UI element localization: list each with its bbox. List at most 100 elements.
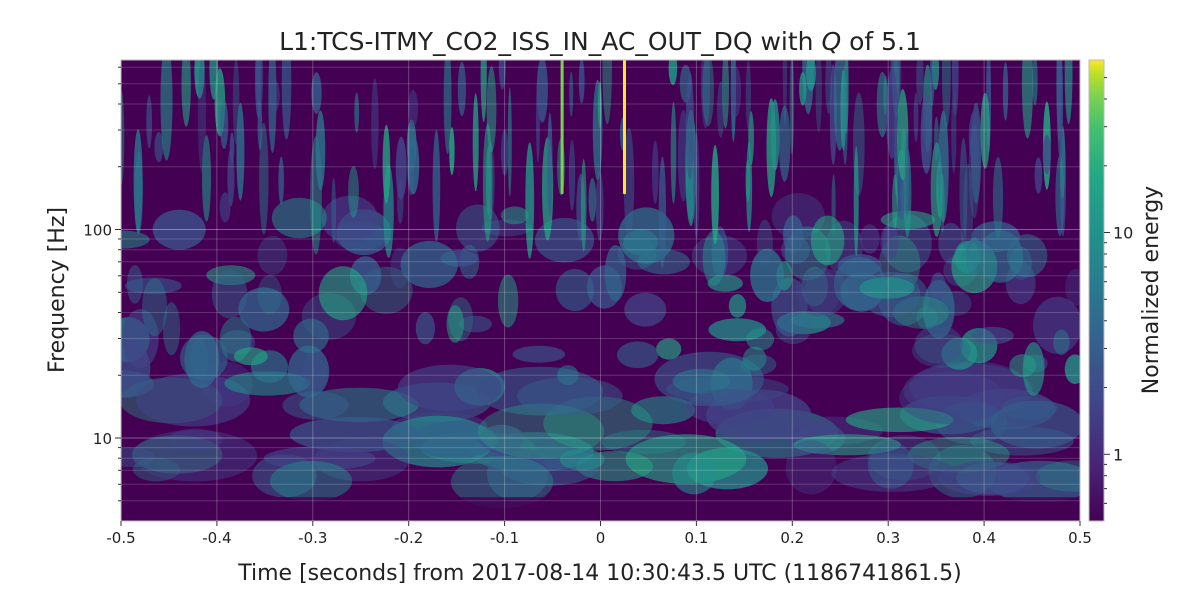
heat-streak	[449, 127, 455, 176]
heat-streak	[536, 76, 540, 163]
heat-streak	[920, 95, 933, 174]
heat-blob	[555, 268, 595, 312]
heat-streak	[952, 60, 959, 116]
heat-streak	[746, 141, 753, 233]
heat-blob	[935, 402, 1008, 445]
heat-streak	[202, 135, 211, 222]
heat-streak	[602, 60, 612, 125]
heat-blob	[783, 215, 804, 255]
plot-area	[120, 59, 1081, 522]
heat-blob	[415, 312, 435, 345]
heat-streak	[220, 100, 229, 149]
heat-blob	[899, 371, 1005, 425]
heat-blob	[122, 308, 159, 369]
x-tick-label: 0.2	[780, 529, 804, 547]
heat-streak	[1064, 60, 1073, 125]
heat-streak	[700, 60, 711, 129]
heat-blob	[750, 248, 785, 302]
heat-blob	[559, 448, 605, 471]
heat-blob	[121, 447, 155, 468]
heat-blob	[790, 311, 845, 329]
heat-streak	[799, 72, 807, 106]
heat-blob	[282, 391, 349, 420]
heat-streak	[992, 156, 1004, 239]
heat-streak	[1042, 134, 1052, 175]
heat-streak	[331, 178, 337, 244]
heat-blob	[795, 269, 841, 317]
heat-streak	[730, 66, 742, 117]
heat-blob	[859, 224, 880, 254]
heat-blob	[914, 325, 963, 364]
heat-blob	[206, 265, 256, 286]
heat-streak	[623, 127, 635, 239]
heat-blob	[313, 438, 410, 482]
x-tick-label: 0.3	[876, 529, 900, 547]
heat-blob	[1053, 329, 1070, 355]
heat-streak	[547, 112, 553, 217]
heat-blob	[1065, 268, 1080, 306]
heat-streak	[482, 123, 493, 242]
heat-blob	[916, 306, 938, 330]
heat-streak	[1057, 60, 1064, 163]
heat-streak	[789, 60, 795, 155]
heat-streak	[348, 166, 359, 218]
heat-blob	[162, 302, 181, 356]
colorbar-gradient	[1088, 59, 1105, 522]
heat-streak	[209, 60, 219, 100]
heat-streak	[938, 110, 949, 223]
heat-streak	[255, 60, 262, 119]
heat-blob	[142, 278, 168, 337]
heat-streak	[825, 60, 833, 114]
heat-blob	[966, 237, 983, 277]
heat-blob	[270, 460, 353, 502]
heat-blob	[930, 272, 947, 304]
x-tick-label: 0.1	[684, 529, 708, 547]
colorbar-tick-label: 10	[1113, 224, 1133, 243]
heat-streak	[980, 92, 990, 169]
heat-streak	[569, 71, 574, 117]
heat-streak	[133, 129, 143, 234]
heat-streak	[815, 60, 822, 133]
heat-blob	[126, 265, 143, 304]
heat-streak	[968, 110, 980, 163]
low-energy-floor	[121, 497, 1080, 521]
heat-streak	[889, 60, 902, 110]
heat-blob	[271, 197, 327, 239]
heat-streak	[1002, 62, 1009, 121]
heat-streak	[968, 123, 980, 219]
heat-blob	[121, 230, 150, 249]
heat-streak	[568, 140, 576, 211]
heat-blob	[257, 274, 282, 315]
heat-streak	[457, 61, 466, 117]
heat-streak	[892, 174, 898, 229]
heat-blob	[257, 235, 288, 275]
heat-blob	[512, 345, 566, 363]
heat-streak	[934, 116, 939, 161]
colorbar-ticks: 1 10	[1104, 77, 1133, 504]
heat-blob	[500, 206, 529, 225]
heat-blob	[477, 403, 605, 459]
heat-streak	[154, 132, 164, 163]
heat-streak	[1034, 157, 1043, 194]
heat-streak	[770, 99, 780, 171]
heat-blob	[971, 221, 1020, 252]
heat-streak	[443, 60, 452, 155]
heat-blob	[708, 318, 767, 342]
y-tick-label: 10	[93, 430, 112, 448]
x-tick-label: -0.4	[202, 529, 231, 547]
heat-streak	[711, 144, 719, 245]
heat-blob	[557, 365, 579, 386]
heat-streak	[668, 60, 678, 86]
heat-streak	[939, 173, 945, 233]
heat-blob	[740, 354, 777, 375]
heatmap-texture	[121, 60, 1080, 521]
heat-streak	[382, 124, 391, 204]
heat-blob	[318, 266, 368, 321]
heat-streak	[371, 78, 379, 170]
heat-streak	[181, 60, 191, 127]
heat-blob	[211, 269, 248, 319]
heat-blob	[742, 346, 767, 371]
heat-streak	[717, 81, 725, 138]
heat-streak	[219, 192, 231, 223]
